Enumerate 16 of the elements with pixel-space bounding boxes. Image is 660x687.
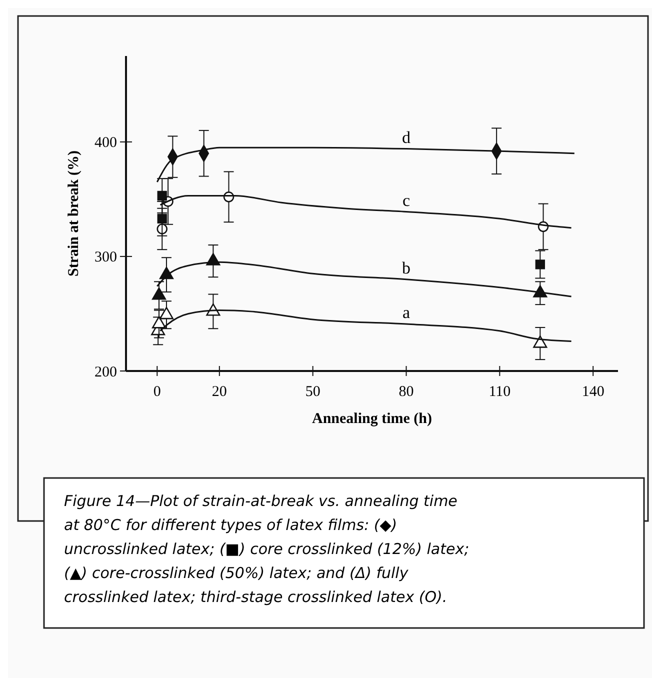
x-tick-label: 50 — [305, 384, 320, 400]
y-tick-label: 400 — [94, 135, 117, 152]
x-tick-label: 80 — [398, 384, 414, 400]
y-tick-label: 200 — [94, 364, 117, 380]
series-label: c — [402, 190, 410, 210]
x-tick-label: 140 — [582, 384, 604, 400]
y-axis-title: Strain at break (%) — [66, 150, 82, 276]
x-tick-label: 20 — [212, 384, 227, 400]
series-label: a — [402, 303, 410, 322]
y-tick-label: 300 — [94, 250, 117, 266]
series-label: b — [402, 258, 411, 278]
x-axis-title: Annealing time (h) — [312, 411, 432, 427]
x-tick-label: 110 — [488, 384, 511, 400]
caption: Figure 14—Plot of strain-at-break vs. annealing time at 80°C for different types of latex films: (◆) uncrosslinked latex; (■) core crosslinked (12%) latex; (▲) core-crosslinked (50%) latex; and (Δ) fully crosslinked latex; third-stage crosslinked latex (O). — [64, 492, 470, 606]
x-tick-label: 0 — [153, 384, 161, 400]
series-label: d — [402, 128, 412, 147]
